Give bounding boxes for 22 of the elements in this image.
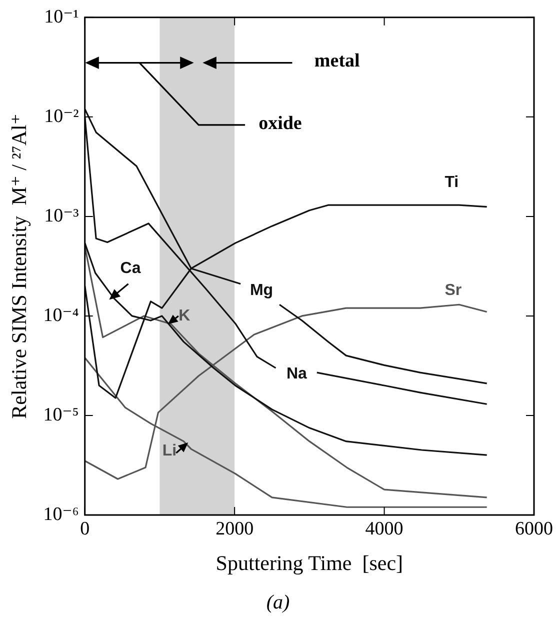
y-tick-label: 10⁻⁵ — [43, 404, 79, 426]
y-tick-label: 10⁻⁶ — [43, 504, 79, 525]
series-label: Sr — [444, 282, 462, 299]
series-label: K — [178, 307, 191, 324]
series-label: Mg — [250, 282, 274, 299]
y-tick-label: 10⁻¹ — [44, 6, 80, 28]
x-tick-label: 2000 — [216, 518, 254, 540]
y-axis-title: Relative SIMS Intensity M⁺ / ²⁷Al⁺ — [7, 114, 32, 419]
text: (a) — [266, 591, 290, 614]
x-tick-label: 0 — [80, 518, 90, 540]
x-tick-label: 6000 — [515, 518, 553, 540]
annotation: metal — [314, 50, 360, 72]
series-label: Ca — [120, 260, 141, 277]
series-label: Na — [286, 366, 308, 383]
y-tick-label: 10⁻⁴ — [43, 304, 80, 326]
x-axis-title: Sputtering Time [sec] — [216, 550, 404, 575]
y-tick-label: 10⁻² — [44, 106, 80, 127]
series-label: Li — [162, 442, 177, 460]
annotation: oxide — [258, 112, 302, 134]
x-tick-label: 4000 — [365, 518, 404, 540]
series-label: Ti — [444, 174, 459, 191]
y-tick-label: 10⁻³ — [44, 205, 80, 226]
